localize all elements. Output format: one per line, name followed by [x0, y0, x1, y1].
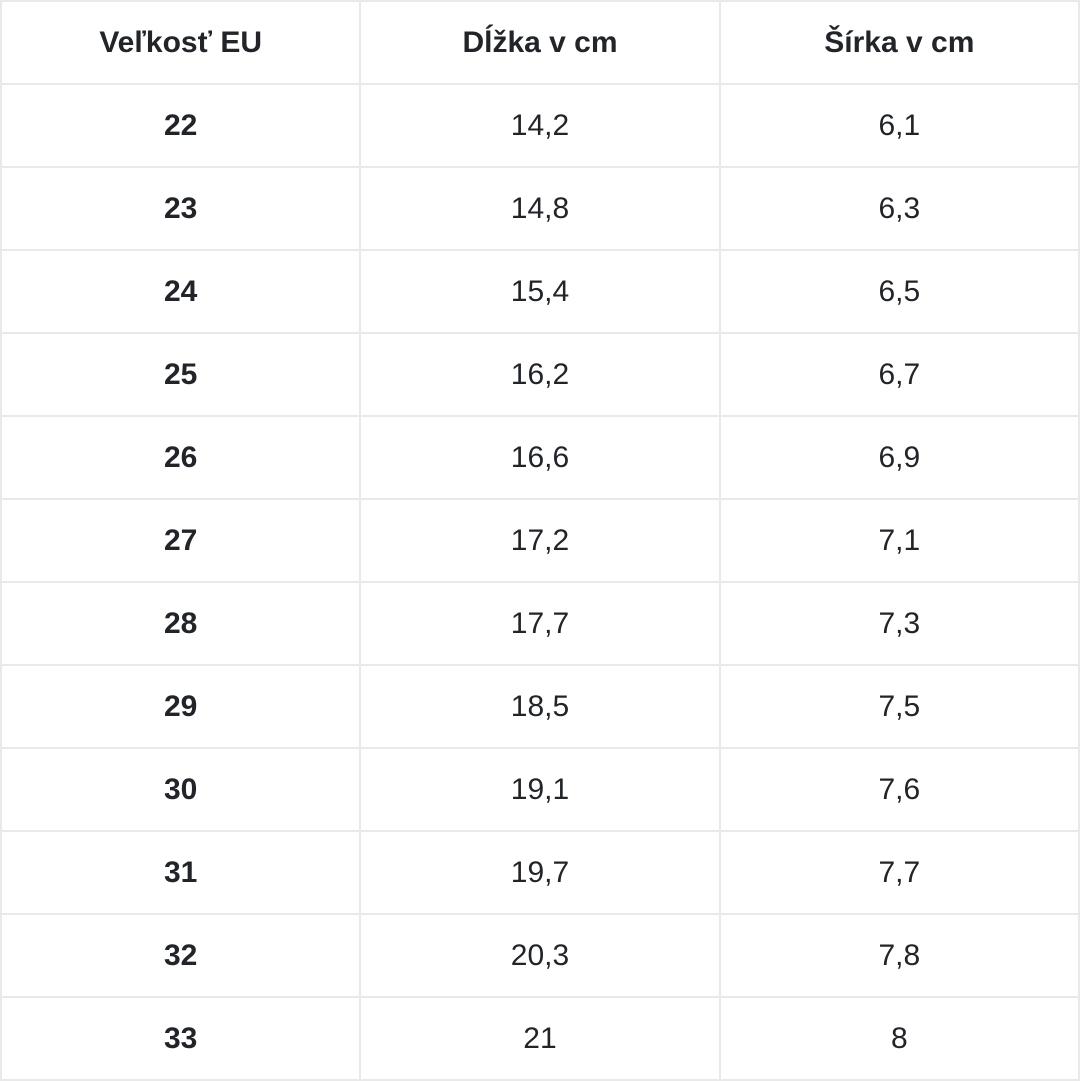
length-cm-cell: 18,5	[359, 664, 721, 749]
width-cm-cell: 6,5	[718, 249, 1080, 334]
table-row: 25 16,2 6,7	[0, 332, 1080, 417]
length-cm-cell: 14,8	[359, 166, 721, 251]
size-eu-cell: 32	[0, 913, 362, 998]
size-eu-cell: 29	[0, 664, 362, 749]
length-cm-cell: 19,1	[359, 747, 721, 832]
size-eu-cell: 22	[0, 83, 362, 168]
length-cm-cell: 21	[359, 996, 721, 1081]
length-cm-cell: 17,2	[359, 498, 721, 583]
length-cm-cell: 20,3	[359, 913, 721, 998]
table-row: 24 15,4 6,5	[0, 249, 1080, 334]
width-cm-cell: 7,8	[718, 913, 1080, 998]
length-cm-cell: 16,6	[359, 415, 721, 500]
column-header-size-eu: Veľkosť EU	[0, 0, 362, 85]
table-row: 32 20,3 7,8	[0, 913, 1080, 998]
size-eu-cell: 31	[0, 830, 362, 915]
size-eu-cell: 33	[0, 996, 362, 1081]
column-header-length-cm: Dĺžka v cm	[359, 0, 721, 85]
column-header-width-cm: Šírka v cm	[718, 0, 1080, 85]
width-cm-cell: 6,7	[718, 332, 1080, 417]
width-cm-cell: 8	[718, 996, 1080, 1081]
width-cm-cell: 7,3	[718, 581, 1080, 666]
header-row: Veľkosť EU Dĺžka v cm Šírka v cm	[0, 0, 1080, 85]
table-row: 23 14,8 6,3	[0, 166, 1080, 251]
table-body: 22 14,2 6,1 23 14,8 6,3 24 15,4 6,5 25 1…	[0, 83, 1080, 1081]
table-row: 28 17,7 7,3	[0, 581, 1080, 666]
table-row: 26 16,6 6,9	[0, 415, 1080, 500]
table-row: 29 18,5 7,5	[0, 664, 1080, 749]
length-cm-cell: 17,7	[359, 581, 721, 666]
width-cm-cell: 7,5	[718, 664, 1080, 749]
size-eu-cell: 24	[0, 249, 362, 334]
size-eu-cell: 26	[0, 415, 362, 500]
size-eu-cell: 28	[0, 581, 362, 666]
width-cm-cell: 6,3	[718, 166, 1080, 251]
table-row: 22 14,2 6,1	[0, 83, 1080, 168]
table-row: 31 19,7 7,7	[0, 830, 1080, 915]
width-cm-cell: 7,6	[718, 747, 1080, 832]
size-eu-cell: 30	[0, 747, 362, 832]
length-cm-cell: 15,4	[359, 249, 721, 334]
width-cm-cell: 6,9	[718, 415, 1080, 500]
width-cm-cell: 6,1	[718, 83, 1080, 168]
table-row: 27 17,2 7,1	[0, 498, 1080, 583]
size-eu-cell: 25	[0, 332, 362, 417]
length-cm-cell: 14,2	[359, 83, 721, 168]
size-eu-cell: 27	[0, 498, 362, 583]
length-cm-cell: 19,7	[359, 830, 721, 915]
table-row: 33 21 8	[0, 996, 1080, 1081]
size-eu-cell: 23	[0, 166, 362, 251]
table-row: 30 19,1 7,6	[0, 747, 1080, 832]
width-cm-cell: 7,7	[718, 830, 1080, 915]
length-cm-cell: 16,2	[359, 332, 721, 417]
width-cm-cell: 7,1	[718, 498, 1080, 583]
